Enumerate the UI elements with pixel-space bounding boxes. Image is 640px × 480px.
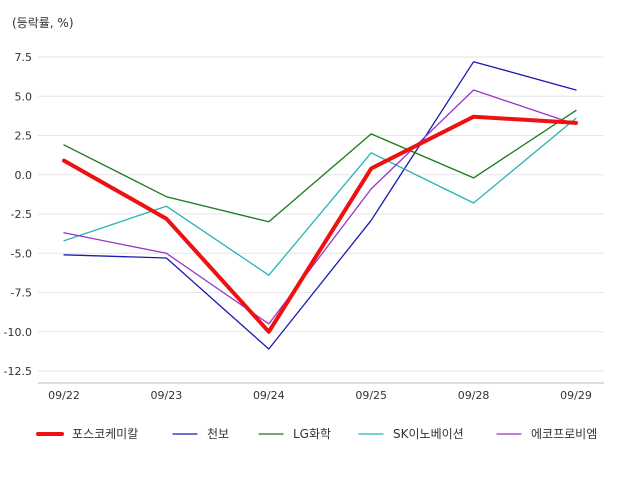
legend-label: 포스코케미칼 [72, 427, 138, 441]
series-line [63, 89, 577, 325]
x-tick-label: 09/25 [355, 389, 387, 402]
y-tick-label: -12.5 [4, 365, 32, 378]
y-tick-label: 2.5 [15, 130, 33, 143]
legend-label: LG화학 [293, 427, 331, 441]
series-line [63, 109, 577, 223]
y-tick-label: 0.0 [15, 169, 33, 182]
y-tick-label: -10.0 [4, 326, 32, 339]
y-tick-label: 7.5 [15, 51, 33, 64]
series-line [63, 117, 577, 276]
y-tick-label: -5.0 [11, 247, 32, 260]
x-tick-label: 09/23 [151, 389, 183, 402]
y-tick-label: -2.5 [11, 208, 32, 221]
legend-label: 천보 [207, 426, 229, 441]
y-tick-label: -7.5 [11, 287, 32, 300]
x-tick-label: 09/29 [560, 389, 592, 402]
x-tick-label: 09/28 [458, 389, 490, 402]
x-tick-label: 09/22 [48, 389, 80, 402]
x-tick-label: 09/24 [253, 389, 285, 402]
y-axis-unit-label: (등락률, %) [12, 16, 74, 30]
legend-label: SK이노베이션 [393, 427, 464, 441]
series-line [63, 61, 577, 350]
legend-label: 에코프로비엠 [531, 427, 597, 441]
series-line [62, 114, 578, 334]
y-tick-label: 5.0 [15, 90, 33, 103]
